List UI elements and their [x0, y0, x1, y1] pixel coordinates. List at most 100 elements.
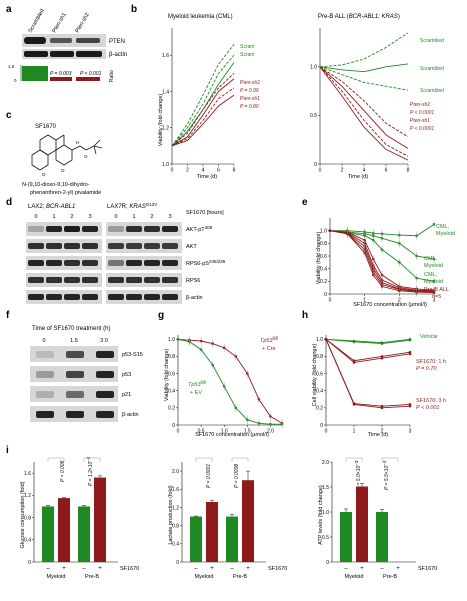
protein-label: p53-S15	[122, 352, 143, 358]
band	[96, 371, 114, 378]
series-label: Pre-B ALL	[424, 287, 449, 293]
band	[82, 277, 98, 283]
y-tick-label: 0.6	[168, 371, 175, 377]
cell-line-name: LAX7R;	[107, 204, 129, 210]
panel-letter-c: c	[6, 110, 12, 121]
band	[46, 277, 62, 283]
y-tick-label: 0.4	[168, 389, 175, 395]
y-tick-label: 0.6	[320, 254, 327, 260]
p-value: P = 5.5×10–3	[382, 460, 391, 490]
band	[82, 294, 98, 300]
group-label: Pre-B	[383, 574, 397, 580]
series-line	[325, 338, 411, 362]
band	[24, 37, 46, 44]
y-tick-label: 1.2	[24, 493, 31, 499]
bar	[42, 506, 54, 562]
p-mantissa: P = 5.5×10	[384, 466, 390, 490]
bar	[206, 502, 218, 562]
x-tick-label: 0	[329, 298, 332, 304]
x-tick-label: 4	[202, 168, 205, 174]
panel-i-atp: ATP levels (fold change) P = 5.0×10–3 P …	[318, 457, 437, 580]
band	[64, 243, 80, 249]
y-tick-label: 1.0	[162, 162, 169, 168]
y-tick-label: 0	[28, 560, 31, 566]
x-tick-label: 6	[385, 168, 388, 174]
blots: p53-S15 p53 p21 β-actin	[30, 346, 143, 422]
band	[66, 351, 84, 358]
band	[126, 226, 142, 232]
y-tick-label: 0	[314, 162, 317, 168]
x-tick-label: 3	[409, 429, 412, 435]
time-label: 0	[114, 214, 117, 220]
sign-label: +	[396, 566, 400, 572]
y-tick-label: 1.0	[168, 337, 175, 343]
data-point	[408, 352, 412, 356]
y-axis-label: Lactate production (fold)	[168, 485, 174, 544]
lane-label-pten-sh1: Pten-sh1	[52, 12, 68, 34]
title-part: )	[398, 14, 400, 20]
n-label: n=5	[432, 294, 441, 300]
y-tick-label: 0	[324, 292, 327, 298]
series-line	[177, 338, 283, 424]
series-sub-cre: + Cre	[262, 346, 276, 352]
band	[28, 277, 44, 283]
band	[108, 277, 124, 283]
treatment-label: SF1670	[268, 566, 287, 572]
y-tick-label: 0.8	[168, 354, 175, 360]
band	[64, 277, 80, 283]
p-value: P < 0.001	[416, 405, 440, 411]
band	[82, 260, 98, 266]
y-tick-label: 1.0	[320, 228, 327, 234]
series-line	[171, 94, 235, 147]
time-label: 3.0	[100, 338, 108, 344]
significance-bracket	[381, 457, 399, 462]
band	[28, 226, 44, 232]
series-label: CML,	[424, 272, 438, 278]
y-tick-label: 0.8	[24, 515, 31, 521]
band	[126, 260, 142, 266]
cell-line-1: LAX2; BCR-ABL1	[28, 204, 75, 210]
protein-sup: 235/236	[209, 259, 226, 264]
series-label: CML,	[436, 224, 450, 230]
x-axis-label: SF1670 concentration (μmol/l)	[195, 432, 269, 438]
x-axis-label: Time (d)	[197, 174, 217, 180]
p-value-sh2: P < 0.001	[80, 71, 102, 77]
series-label: Scram	[240, 44, 254, 50]
series-line	[177, 338, 282, 425]
p-value: P = 0.70	[416, 366, 437, 372]
panel-letter-e: e	[302, 197, 308, 208]
y-tick-label: 1.0	[322, 510, 329, 516]
band	[126, 277, 142, 283]
series-line	[171, 78, 235, 147]
time-label: 2	[150, 214, 153, 220]
bar	[190, 516, 202, 562]
protein-label-actin: β-actin	[109, 52, 127, 58]
time-labels: 0 1 2 3 0 1 2 3	[34, 214, 171, 220]
panel-letter-i: i	[6, 445, 9, 456]
sup: fl/fl	[273, 336, 279, 341]
ratio-bar-scrambled	[22, 66, 48, 81]
band	[76, 51, 102, 57]
y-tick-label: 0.4	[316, 389, 323, 395]
cell-line-name: LAX2;	[28, 204, 46, 210]
group-label: Myeloid	[47, 574, 66, 580]
sign-label: +	[360, 566, 364, 572]
band	[76, 38, 100, 43]
series-line	[325, 339, 411, 409]
band	[144, 226, 160, 232]
data-point	[408, 338, 412, 342]
sign-label: +	[246, 566, 250, 572]
x-tick-label: 2	[398, 298, 401, 304]
compound-name-line2: phenanthren-2-yl) pivalamide	[30, 190, 101, 196]
band	[46, 226, 62, 232]
p-mantissa: P = 5.0×10	[356, 466, 362, 490]
significance-bracket	[83, 457, 101, 462]
panel-letter-b: b	[131, 4, 137, 15]
y-tick-label: 0.2	[320, 279, 327, 285]
ratio-bar-sh2	[76, 77, 100, 81]
p-value-sh1: P = 0.003	[50, 71, 72, 77]
ratio-tick-1: 1.0	[8, 64, 15, 69]
cell-line-gene: BCR-ABL1	[46, 204, 75, 210]
band	[28, 294, 44, 300]
y-tick-label: 0	[320, 423, 323, 429]
